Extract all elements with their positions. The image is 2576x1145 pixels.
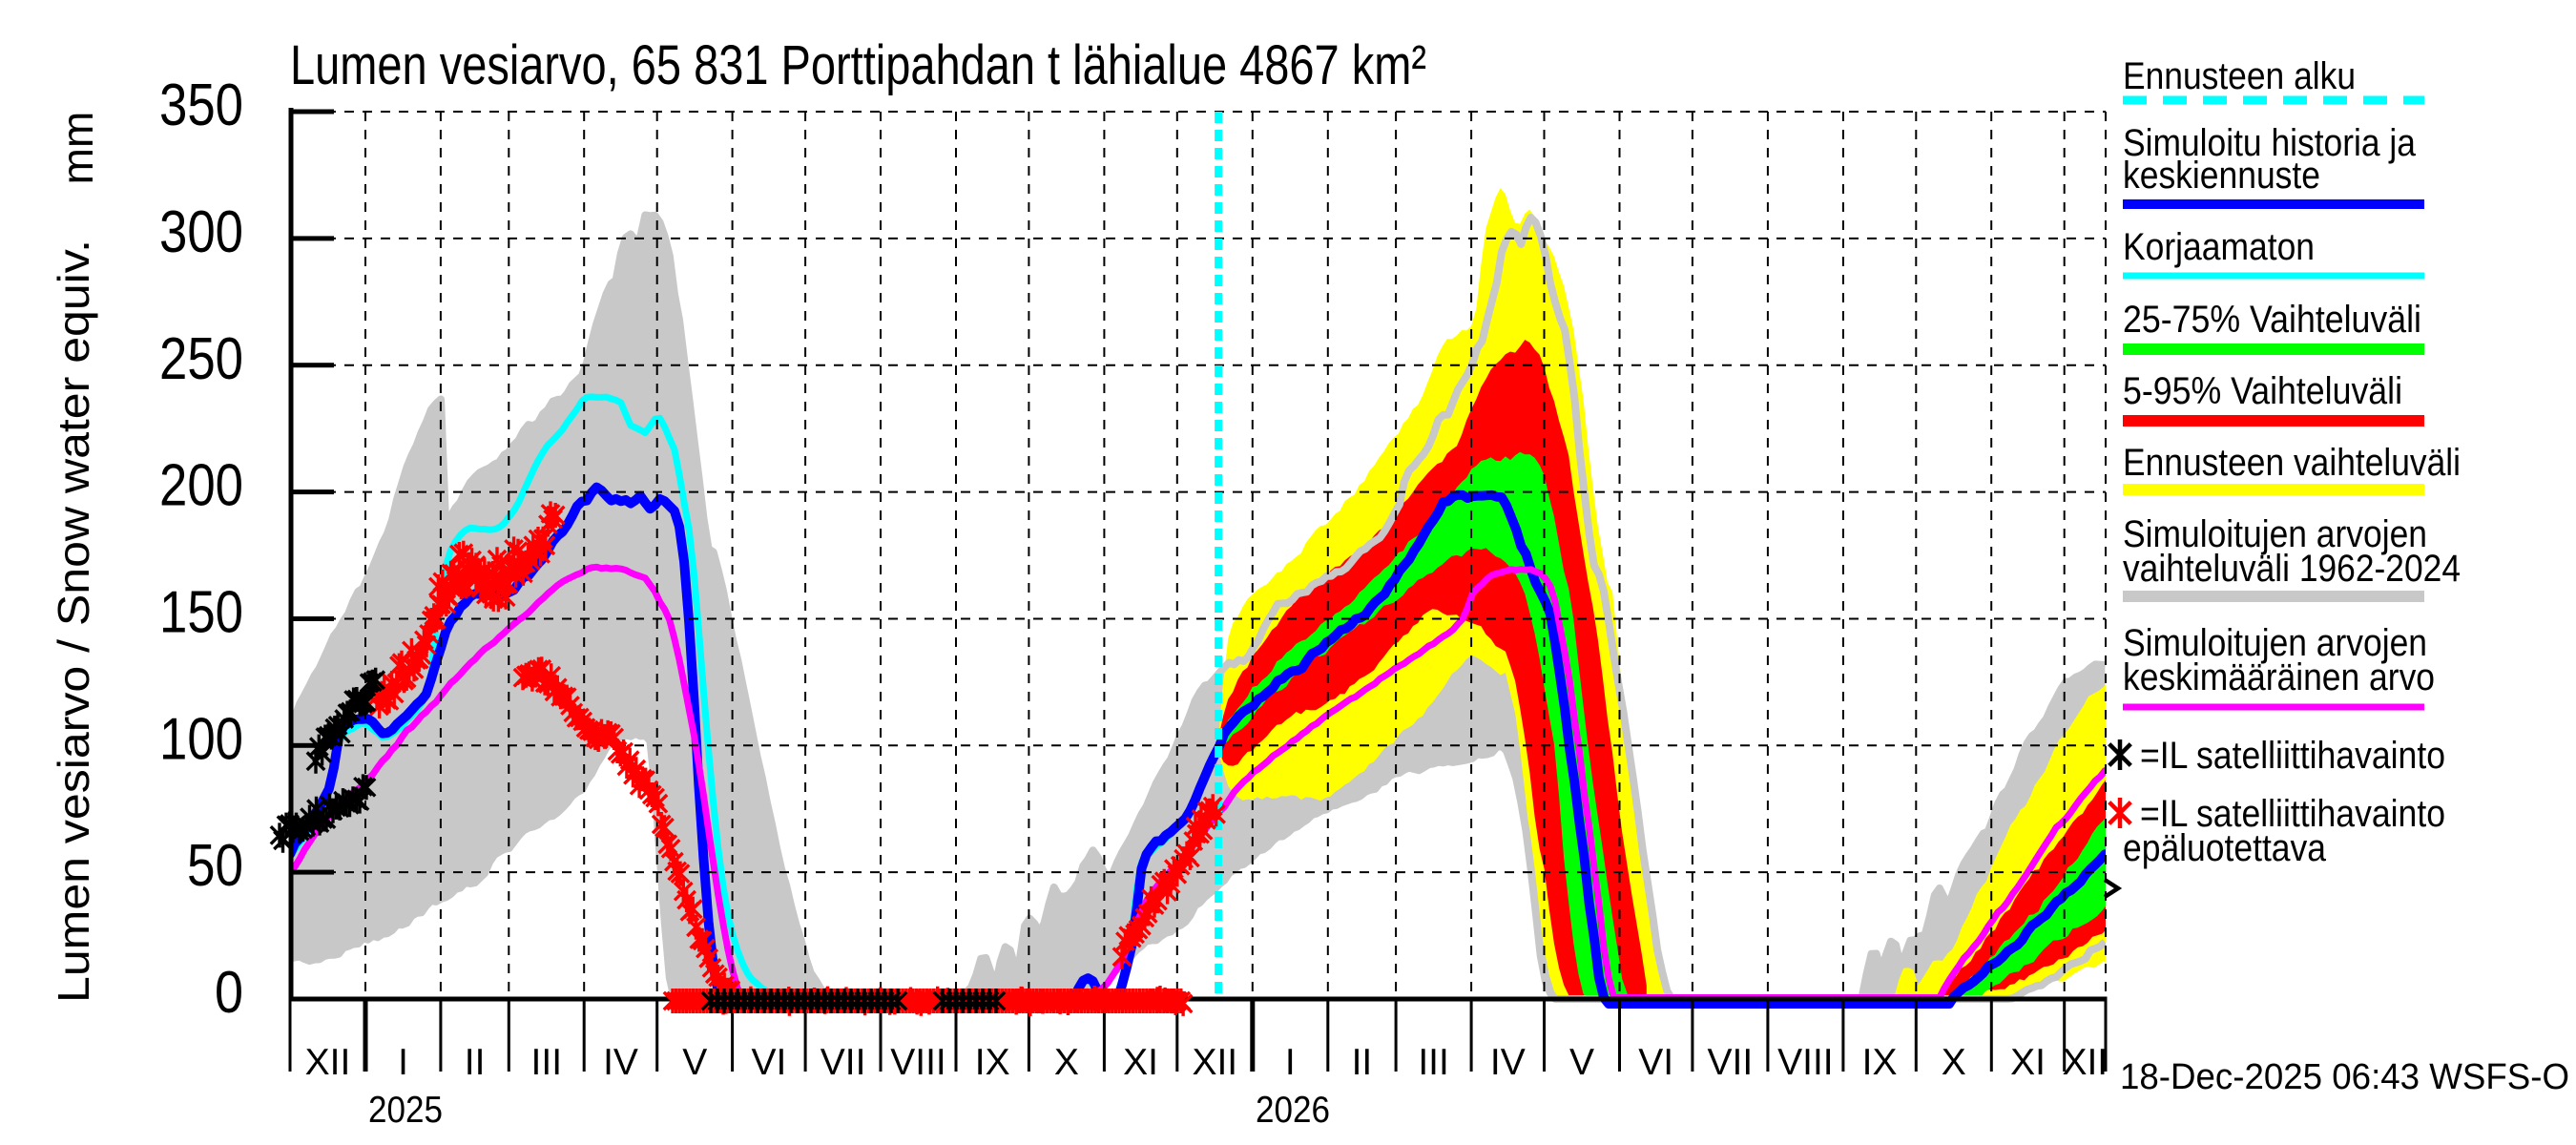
svg-text:Lumen vesiarvo / Snow water eq: Lumen vesiarvo / Snow water equiv. <box>49 239 98 1003</box>
svg-text:V: V <box>1569 1042 1594 1083</box>
svg-text:XI: XI <box>2010 1042 2046 1083</box>
svg-text:VIII: VIII <box>1777 1042 1834 1083</box>
svg-text:VII: VII <box>821 1042 866 1083</box>
svg-text:IV: IV <box>603 1042 638 1083</box>
svg-text:50: 50 <box>187 833 243 899</box>
svg-text:Lumen vesiarvo, 65 831 Porttip: Lumen vesiarvo, 65 831 Porttipahdan t lä… <box>290 34 1426 96</box>
svg-text:mm: mm <box>52 112 102 185</box>
svg-text:IX: IX <box>1862 1042 1898 1083</box>
svg-text:epäluotettava: epäluotettava <box>2123 827 2327 869</box>
svg-text:XII: XII <box>305 1042 351 1083</box>
svg-text:Korjaamaton: Korjaamaton <box>2123 226 2315 268</box>
svg-text:vaihteluväli 1962-2024: vaihteluväli 1962-2024 <box>2123 548 2461 590</box>
svg-text:2025: 2025 <box>368 1090 443 1131</box>
svg-text:VI: VI <box>751 1042 786 1083</box>
svg-text:100: 100 <box>159 706 243 772</box>
svg-text:II: II <box>465 1042 486 1083</box>
svg-text:II: II <box>1352 1042 1373 1083</box>
svg-text:18-Dec-2025 06:43 WSFS-O: 18-Dec-2025 06:43 WSFS-O <box>2120 1057 2569 1097</box>
svg-text:=IL satelliittihavainto: =IL satelliittihavainto <box>2140 793 2445 835</box>
svg-text:VII: VII <box>1708 1042 1754 1083</box>
svg-text:keskiennuste: keskiennuste <box>2123 155 2320 197</box>
svg-text:250: 250 <box>159 326 243 392</box>
svg-text:I: I <box>1285 1042 1296 1083</box>
svg-text:XI: XI <box>1123 1042 1158 1083</box>
svg-text:X: X <box>1942 1042 1966 1083</box>
svg-text:VI: VI <box>1638 1042 1673 1083</box>
svg-text:150: 150 <box>159 580 243 646</box>
svg-text:IV: IV <box>1490 1042 1526 1083</box>
svg-text:III: III <box>531 1042 563 1083</box>
svg-text:0: 0 <box>215 960 243 1026</box>
svg-text:V: V <box>682 1042 707 1083</box>
svg-text:5-95% Vaihteluväli: 5-95% Vaihteluväli <box>2123 370 2402 412</box>
svg-text:=IL satelliittihavainto: =IL satelliittihavainto <box>2140 735 2445 777</box>
svg-text:300: 300 <box>159 199 243 265</box>
svg-text:X: X <box>1054 1042 1079 1083</box>
svg-text:III: III <box>1418 1042 1449 1083</box>
svg-text:Simuloitujen arvojen: Simuloitujen arvojen <box>2123 513 2427 555</box>
svg-text:350: 350 <box>159 73 243 138</box>
svg-text:XII: XII <box>2062 1042 2108 1083</box>
svg-text:I: I <box>398 1042 408 1083</box>
svg-text:IX: IX <box>975 1042 1010 1083</box>
svg-text:Ennusteen alku: Ennusteen alku <box>2123 55 2356 97</box>
svg-text:200: 200 <box>159 453 243 519</box>
svg-text:Simuloitujen arvojen: Simuloitujen arvojen <box>2123 622 2427 664</box>
svg-text:Simuloitu historia ja: Simuloitu historia ja <box>2123 122 2417 164</box>
svg-text:keskimääräinen arvo: keskimääräinen arvo <box>2123 656 2435 698</box>
svg-text:Ennusteen vaihteluväli: Ennusteen vaihteluväli <box>2123 442 2461 484</box>
svg-text:25-75% Vaihteluväli: 25-75% Vaihteluväli <box>2123 299 2421 341</box>
svg-text:2026: 2026 <box>1256 1090 1330 1131</box>
svg-text:VIII: VIII <box>890 1042 946 1083</box>
svg-text:XII: XII <box>1192 1042 1237 1083</box>
